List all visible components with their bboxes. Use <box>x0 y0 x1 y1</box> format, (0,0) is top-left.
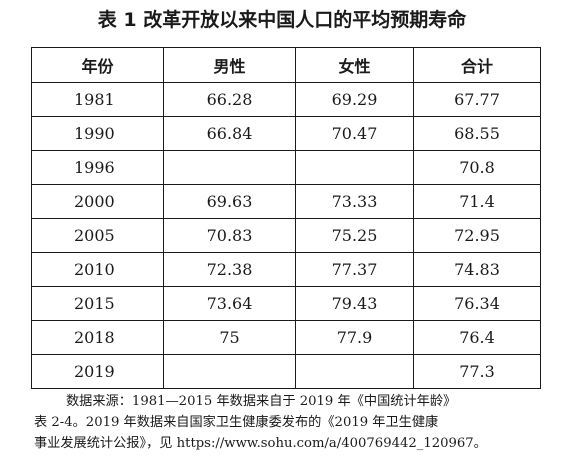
cell-year: 1996 <box>31 150 164 185</box>
source-note: 数据来源：1981—2015 年数据来自于 2019 年《中国统计年龄》 表 2… <box>34 391 544 454</box>
cell-year: 1990 <box>31 116 164 151</box>
cell-male: 69.63 <box>163 184 296 219</box>
table-row: 1996 70.8 <box>31 150 541 185</box>
source-line-3: 事业发展统计公报》，见 https://www.sohu.com/a/40076… <box>34 436 487 451</box>
cell-female: 79.43 <box>295 286 414 321</box>
cell-female <box>295 150 414 185</box>
cell-male: 75 <box>163 320 296 355</box>
cell-female: 70.47 <box>295 116 414 151</box>
cell-female: 77.9 <box>295 320 414 355</box>
cell-female: 75.25 <box>295 218 414 253</box>
cell-male: 66.28 <box>163 82 296 117</box>
source-line-1: 数据来源：1981—2015 年数据来自于 2019 年《中国统计年龄》 <box>66 394 457 409</box>
table-title: 表 1 改革开放以来中国人口的平均预期寿命 <box>97 9 467 31</box>
header-year: 年份 <box>31 47 164 83</box>
cell-total: 76.34 <box>413 286 541 321</box>
cell-male: 72.38 <box>163 252 296 287</box>
table-header-row: 年份 男性 女性 合计 <box>31 47 541 83</box>
cell-total: 74.83 <box>413 252 541 287</box>
cell-total: 67.77 <box>413 82 541 117</box>
cell-year: 2005 <box>31 218 164 253</box>
table-row: 2019 77.3 <box>31 354 541 389</box>
cell-male: 73.64 <box>163 286 296 321</box>
cell-year: 2015 <box>31 286 164 321</box>
source-line-2: 表 2-4。2019 年数据来自国家卫生健康委发布的《2019 年卫生健康 <box>34 415 439 430</box>
cell-total: 68.55 <box>413 116 541 151</box>
table-row: 2015 73.64 79.43 76.34 <box>31 286 541 321</box>
cell-total: 71.4 <box>413 184 541 219</box>
life-expectancy-table: 年份 男性 女性 合计 1981 66.28 69.29 67.77 1990 … <box>31 47 541 389</box>
cell-female: 77.37 <box>295 252 414 287</box>
cell-male <box>163 150 296 185</box>
table-row: 2010 72.38 77.37 74.83 <box>31 252 541 287</box>
cell-male: 70.83 <box>163 218 296 253</box>
table-row: 1981 66.28 69.29 67.77 <box>31 82 541 117</box>
header-female: 女性 <box>295 47 414 83</box>
cell-total: 72.95 <box>413 218 541 253</box>
cell-female: 73.33 <box>295 184 414 219</box>
cell-total: 70.8 <box>413 150 541 185</box>
cell-female: 69.29 <box>295 82 414 117</box>
cell-male: 66.84 <box>163 116 296 151</box>
table-row: 1990 66.84 70.47 68.55 <box>31 116 541 151</box>
cell-total: 77.3 <box>413 354 541 389</box>
cell-year: 2010 <box>31 252 164 287</box>
cell-year: 1981 <box>31 82 164 117</box>
cell-female <box>295 354 414 389</box>
header-male: 男性 <box>163 47 296 83</box>
table-row: 2005 70.83 75.25 72.95 <box>31 218 541 253</box>
table-row: 2000 69.63 73.33 71.4 <box>31 184 541 219</box>
cell-male <box>163 354 296 389</box>
cell-total: 76.4 <box>413 320 541 355</box>
cell-year: 2000 <box>31 184 164 219</box>
header-total: 合计 <box>413 47 541 83</box>
cell-year: 2018 <box>31 320 164 355</box>
cell-year: 2019 <box>31 354 164 389</box>
table-row: 2018 75 77.9 76.4 <box>31 320 541 355</box>
